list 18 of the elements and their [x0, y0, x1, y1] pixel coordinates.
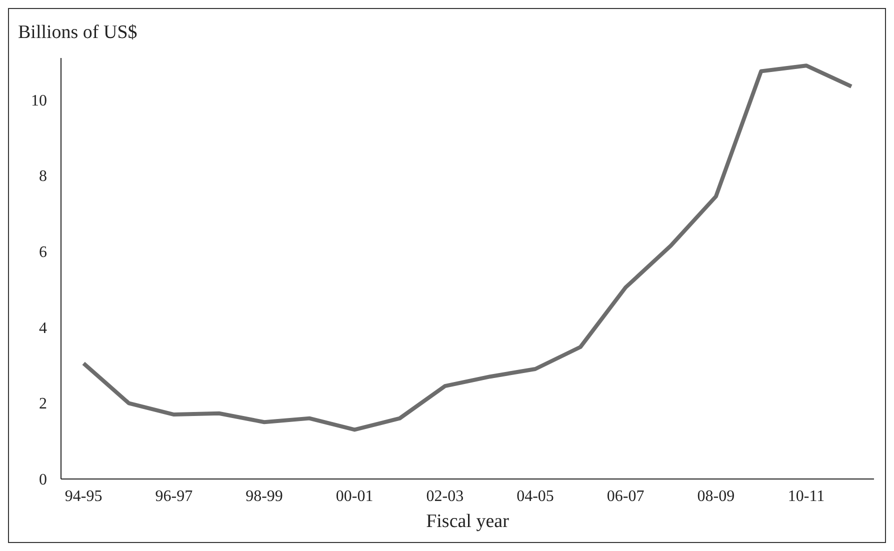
- y-tick-label: 2: [39, 396, 47, 413]
- x-tick-label: 10-11: [788, 488, 825, 505]
- x-tick-label: 94-95: [64, 488, 102, 505]
- y-tick-label: 0: [39, 472, 47, 489]
- x-axis-title: Fiscal year: [426, 511, 510, 532]
- x-tick-label: 96-97: [155, 488, 193, 505]
- y-tick-label: 10: [31, 92, 47, 110]
- x-tick-label: 02-03: [426, 488, 464, 505]
- x-tick-label: 98-99: [246, 488, 283, 505]
- y-tick-label: 8: [39, 168, 47, 186]
- line-series: [82, 64, 854, 432]
- x-tick-label: 08-09: [697, 488, 735, 505]
- y-tick-label: 4: [39, 320, 47, 337]
- x-tick-label: 06-07: [606, 488, 644, 505]
- x-tick-label: 04-05: [516, 488, 554, 505]
- x-tick-label: 00-01: [336, 488, 374, 505]
- y-tick-label: 6: [39, 244, 47, 262]
- y-axis-title: Billions of US$: [18, 22, 138, 43]
